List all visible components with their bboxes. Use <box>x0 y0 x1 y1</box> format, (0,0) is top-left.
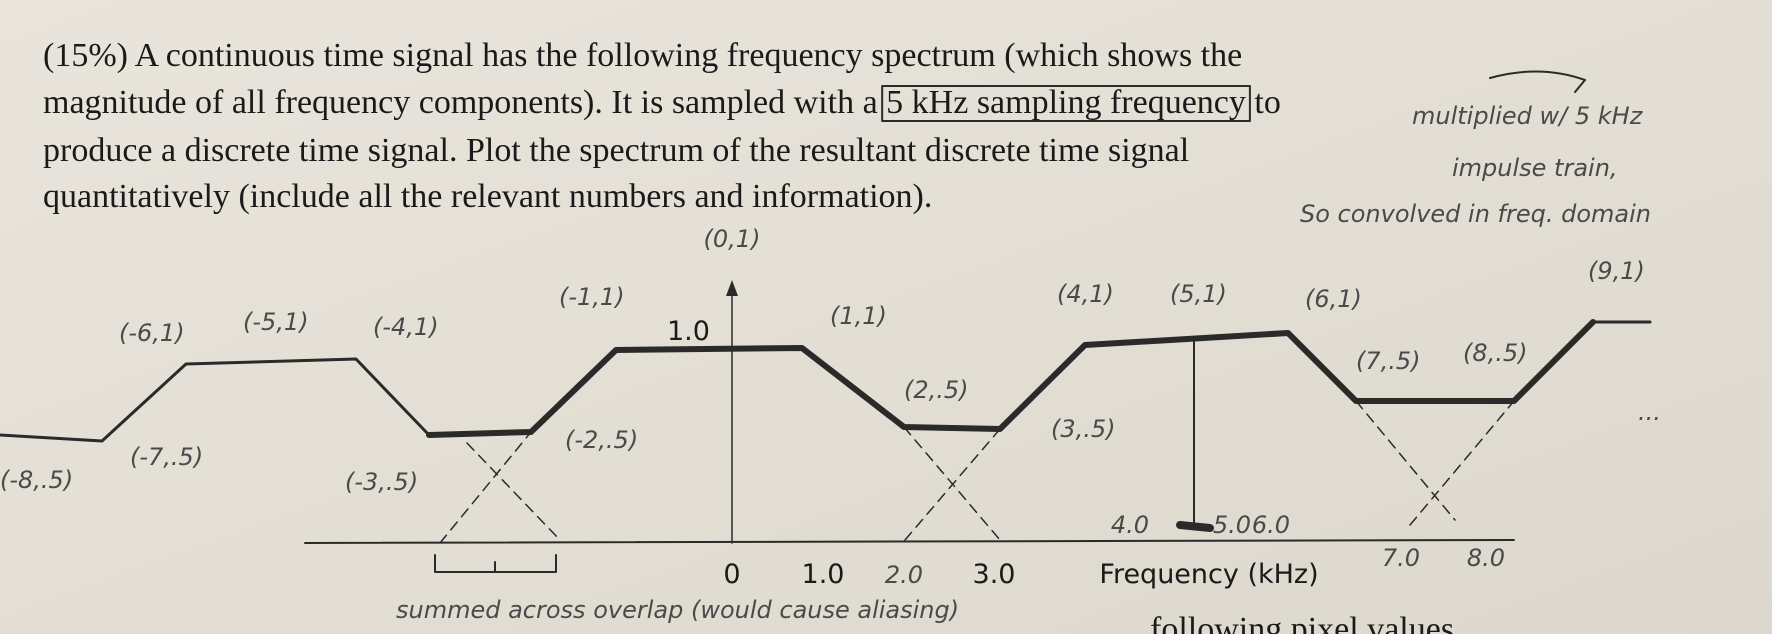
point-label: (-6,1) <box>119 319 185 347</box>
boxed-phrase: 5 kHz sampling frequency <box>886 84 1246 121</box>
point-label: (-2,.5) <box>565 426 638 454</box>
overlap-triangles <box>439 400 1515 544</box>
hand-note: So convolved in freq. domain <box>1300 200 1651 228</box>
problem-line: (15%) A continuous time signal has the f… <box>43 37 1242 74</box>
hand-note: summed across overlap (would cause alias… <box>396 596 959 624</box>
problem-line: produce a discrete time signal. Plot the… <box>43 132 1189 169</box>
point-label: (-3,.5) <box>345 468 418 496</box>
point-label: (1,1) <box>830 302 887 330</box>
point-label: (-8,.5) <box>0 466 73 494</box>
x-axis-label: Frequency (kHz) <box>1099 559 1318 590</box>
hand-ellipsis: ... <box>1638 398 1661 426</box>
point-label: (4,1) <box>1057 280 1114 308</box>
hand-note: multiplied w/ 5 kHz <box>1412 102 1644 130</box>
hand-arrowhead <box>1176 521 1214 532</box>
point-label: (-1,1) <box>559 283 625 311</box>
hand-tick-label: 7.0 <box>1382 544 1420 572</box>
hand-tick-label: 4.0 <box>1111 511 1149 539</box>
x-tick-label: 3.0 <box>973 559 1016 590</box>
hand-bracket <box>434 554 557 573</box>
hand-box <box>881 85 1251 122</box>
point-label: (8,.5) <box>1463 339 1528 367</box>
point-label: (7,.5) <box>1356 347 1421 375</box>
hand-tick-label: 2.0 <box>885 561 923 589</box>
point-label: (3,.5) <box>1051 415 1116 443</box>
footer-fragment: following pixel values <box>1150 611 1454 634</box>
problem-line: magnitude of all frequency components). … <box>43 84 878 121</box>
point-label: (9,1) <box>1588 257 1645 285</box>
point-label: (-7,.5) <box>130 443 203 471</box>
problem-line: magnitude of all frequency components). … <box>43 84 1281 121</box>
hand-note: impulse train, <box>1452 154 1618 182</box>
y-axis-arrow <box>726 280 738 296</box>
problem-line-end: to <box>1254 84 1280 121</box>
point-label: (5,1) <box>1170 280 1227 308</box>
point-label: (-4,1) <box>373 313 439 341</box>
point-label: (6,1) <box>1305 285 1362 313</box>
x-axis <box>304 539 1515 544</box>
point-label: (0,1) <box>704 225 761 253</box>
problem-line: quantitatively (include all the relevant… <box>43 178 932 215</box>
point-label: (2,.5) <box>904 376 969 404</box>
hand-arrow <box>1489 70 1586 93</box>
hand-tick-label: 8.0 <box>1467 544 1505 572</box>
x-tick-label: 1.0 <box>802 559 845 590</box>
hand-tick-label: 6.0 <box>1252 511 1290 539</box>
x-tick-label: 0 <box>723 559 740 590</box>
point-label: (-5,1) <box>243 308 309 336</box>
hand-tick-label: 5.0 <box>1213 511 1251 539</box>
y-label: 1.0 <box>667 316 710 347</box>
